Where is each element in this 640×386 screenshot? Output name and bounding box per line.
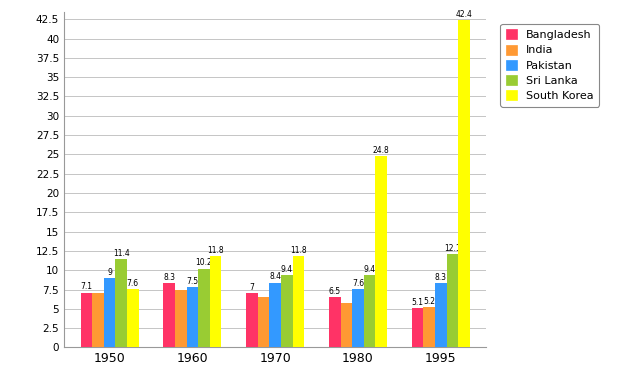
Bar [269, 283, 281, 347]
Text: 42.4: 42.4 [456, 10, 472, 19]
Text: 8.3: 8.3 [163, 273, 175, 282]
Text: 11.8: 11.8 [290, 246, 307, 255]
Bar [115, 259, 127, 347]
Bar [175, 290, 187, 347]
Bar [127, 289, 138, 347]
Text: 8.4: 8.4 [269, 273, 281, 281]
Bar [458, 20, 470, 347]
Bar [340, 303, 352, 347]
Text: 24.8: 24.8 [373, 146, 390, 155]
Bar [435, 283, 447, 347]
Bar [376, 156, 387, 347]
Bar [364, 275, 376, 347]
Text: 9: 9 [107, 268, 112, 277]
Text: 6.5: 6.5 [329, 287, 341, 296]
Legend: Bangladesh, India, Pakistan, Sri Lanka, South Korea: Bangladesh, India, Pakistan, Sri Lanka, … [500, 24, 599, 107]
Text: 5.1: 5.1 [412, 298, 424, 307]
Text: 7.5: 7.5 [186, 277, 198, 286]
Text: 12.1: 12.1 [444, 244, 461, 253]
Text: 10.2: 10.2 [196, 259, 212, 267]
Text: 9.4: 9.4 [281, 265, 293, 274]
Bar [412, 308, 424, 347]
Bar [92, 293, 104, 347]
Text: 9.4: 9.4 [364, 265, 376, 274]
Bar [292, 256, 304, 347]
Text: 5.2: 5.2 [423, 297, 435, 306]
Bar [81, 293, 92, 347]
Bar [329, 297, 340, 347]
Bar [163, 283, 175, 347]
Text: 7.6: 7.6 [352, 279, 364, 288]
Bar [258, 297, 269, 347]
Text: 7: 7 [250, 283, 255, 292]
Bar [281, 275, 292, 347]
Bar [424, 307, 435, 347]
Text: 8.3: 8.3 [435, 273, 447, 282]
Text: 11.8: 11.8 [207, 246, 224, 255]
Bar [187, 287, 198, 347]
Bar [104, 278, 115, 347]
Text: 7.6: 7.6 [127, 279, 139, 288]
Bar [198, 269, 210, 347]
Bar [352, 289, 364, 347]
Bar [210, 256, 221, 347]
Bar [246, 293, 258, 347]
Bar [447, 254, 458, 347]
Text: 11.4: 11.4 [113, 249, 129, 258]
Text: 7.1: 7.1 [81, 283, 92, 291]
